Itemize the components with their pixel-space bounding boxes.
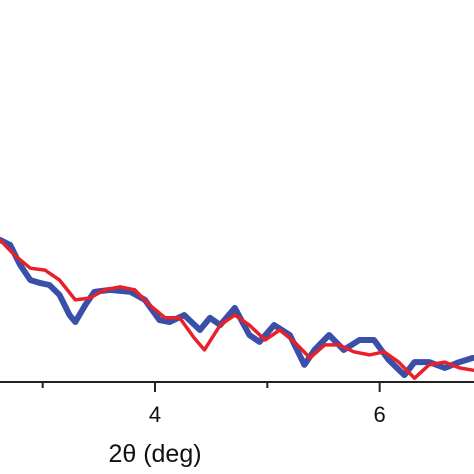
x-tick-label: 4 — [149, 402, 161, 427]
x-tick-label: 6 — [374, 402, 386, 427]
data-line — [0, 238, 474, 380]
data-line — [0, 236, 474, 379]
x-axis-label: 2θ (deg) — [108, 440, 201, 468]
